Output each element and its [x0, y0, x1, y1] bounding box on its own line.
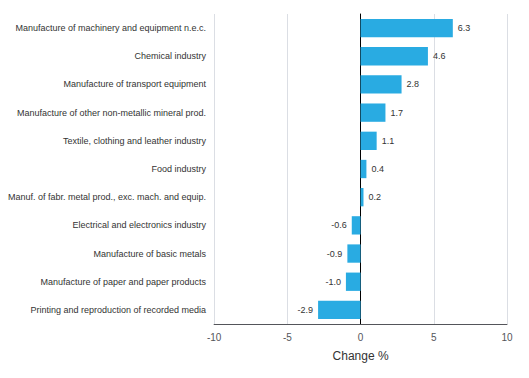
svg-text:Change %: Change %: [333, 349, 389, 363]
svg-text:5: 5: [431, 332, 437, 343]
svg-text:-5: -5: [283, 332, 292, 343]
svg-text:1.1: 1.1: [382, 136, 395, 146]
svg-text:Manufacture of paper and paper: Manufacture of paper and paper products: [41, 277, 207, 287]
svg-text:-1.0: -1.0: [325, 277, 341, 287]
svg-text:0.4: 0.4: [371, 164, 384, 174]
svg-text:10: 10: [501, 332, 513, 343]
svg-text:Manuf. of fabr. metal prod., e: Manuf. of fabr. metal prod., exc. mach. …: [8, 192, 206, 202]
svg-text:Textile, clothing and leather: Textile, clothing and leather industry: [63, 136, 207, 146]
svg-text:Manufacture of basic metals: Manufacture of basic metals: [94, 249, 207, 259]
svg-text:0.2: 0.2: [368, 192, 381, 202]
svg-text:4.6: 4.6: [433, 51, 446, 61]
svg-text:1.7: 1.7: [390, 108, 403, 118]
svg-text:Food industry: Food industry: [152, 164, 207, 174]
svg-text:Printing and reproduction of r: Printing and reproduction of recorded me…: [31, 305, 207, 315]
svg-text:0: 0: [358, 332, 364, 343]
svg-text:Electrical and electronics ind: Electrical and electronics industry: [73, 220, 207, 230]
svg-text:-0.6: -0.6: [331, 220, 347, 230]
svg-text:2.8: 2.8: [407, 79, 420, 89]
svg-text:-0.9: -0.9: [327, 249, 343, 259]
svg-text:Manufacture of machinery and e: Manufacture of machinery and equipment n…: [16, 23, 207, 33]
svg-text:-2.9: -2.9: [298, 305, 314, 315]
svg-text:-10: -10: [207, 332, 222, 343]
svg-text:6.3: 6.3: [458, 23, 471, 33]
svg-text:Manufacture of other non-metal: Manufacture of other non-metallic minera…: [17, 108, 206, 118]
svg-text:Chemical industry: Chemical industry: [135, 51, 207, 61]
svg-text:Manufacture of transport equip: Manufacture of transport equipment: [64, 79, 207, 89]
